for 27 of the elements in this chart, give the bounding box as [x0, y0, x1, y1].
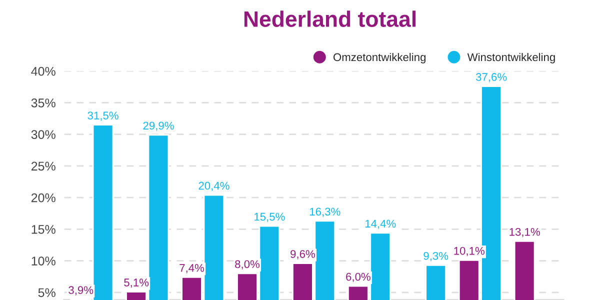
data-label: 15,5%: [254, 212, 285, 222]
y-tick-label: 15%: [32, 225, 56, 234]
data-label: 7,4%: [180, 264, 204, 274]
data-label: 31,5%: [88, 112, 118, 121]
y-tick-label: 35%: [31, 98, 56, 108]
data-label: 29,9%: [143, 122, 174, 131]
data-label: 20,4%: [198, 182, 230, 191]
data-label: 10,1%: [454, 246, 484, 256]
data-label: 6,0%: [346, 272, 370, 282]
data-label: 13,1%: [510, 228, 540, 238]
chart-title: Nederland totaal: [244, 10, 416, 27]
data-label: 3,9%: [68, 286, 94, 296]
data-label: 16,3%: [310, 208, 340, 217]
y-tick-label: 40%: [31, 66, 56, 76]
legend-label: Winstontwikkeling: [467, 52, 555, 64]
y-tick-label: 5%: [38, 288, 56, 298]
data-label: 9,6%: [290, 250, 315, 260]
data-label: 5,1%: [124, 278, 149, 288]
data-label: 8,0%: [235, 260, 260, 270]
y-tick-label: 30%: [31, 130, 56, 139]
data-label: 37,6%: [476, 73, 507, 82]
legend-label: Omzetontwikkeling: [333, 52, 426, 64]
data-label: 14,4%: [365, 220, 396, 229]
data-label: 9,3%: [424, 252, 448, 262]
y-tick-label: 25%: [31, 162, 56, 171]
y-tick-label: 20%: [31, 193, 56, 202]
y-tick-label: 10%: [32, 256, 56, 266]
